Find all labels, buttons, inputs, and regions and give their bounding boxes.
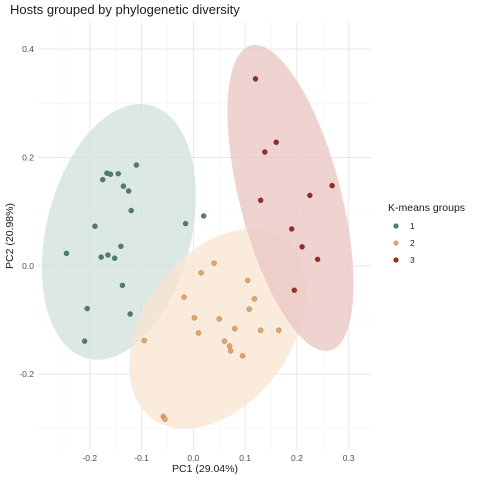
group-3-ellipse [227, 44, 354, 351]
group-2-point [244, 277, 251, 284]
group-2-point [227, 348, 234, 354]
group-2-point [191, 314, 198, 321]
legend-label-group-1: 1 [410, 221, 415, 231]
group-2-point [239, 352, 246, 359]
x-tick-label: -0.1 [134, 453, 149, 463]
confidence-ellipses [41, 44, 354, 429]
y-axis-ticks: -0.2 0.0 0.2 0.4 [19, 44, 34, 379]
group-1-point [81, 338, 88, 344]
group-3-point [261, 149, 268, 155]
group-3-point [329, 182, 335, 189]
group-2-point [211, 260, 217, 266]
legend-label-group-3: 3 [410, 255, 415, 265]
group-1-point [125, 188, 132, 194]
group-2-point [181, 294, 187, 301]
group-1-point [119, 282, 126, 289]
group-2-point [221, 338, 228, 344]
group-1-point [120, 183, 127, 190]
group-2-point [216, 316, 223, 322]
group-2-point [195, 330, 202, 336]
group-1-point [98, 254, 105, 260]
y-axis-label: PC2 (20.98%) [4, 203, 16, 269]
x-axis-ticks: -0.2 -0.1 0.0 0.1 0.2 0.3 [82, 453, 354, 463]
group-3-point [288, 226, 295, 232]
group-1-point [92, 223, 98, 230]
group-1-point [111, 255, 118, 262]
legend: K-means groups 1 2 3 [388, 202, 465, 265]
group-3-point [307, 192, 313, 199]
chart-title: Hosts grouped by phylogenetic diversity [10, 2, 240, 17]
legend-key-group-2 [393, 240, 399, 246]
group-3-point [291, 287, 298, 294]
y-tick-label: 0.0 [22, 261, 34, 271]
legend-key-group-3 [393, 257, 399, 263]
group-1-point [63, 250, 70, 257]
y-tick-label: 0.4 [22, 44, 34, 54]
group-3-point [273, 139, 280, 146]
group-3-point [299, 243, 305, 250]
x-tick-label: 0.0 [187, 453, 199, 463]
group-1-point [118, 243, 124, 250]
data-points [63, 76, 335, 422]
x-tick-label: 0.1 [239, 453, 251, 463]
x-tick-label: -0.2 [82, 453, 97, 463]
y-tick-label: -0.2 [19, 369, 34, 379]
group-1-point [133, 162, 140, 168]
group-1-point [128, 207, 135, 214]
legend-key-group-1 [393, 223, 399, 229]
group-1-point [99, 176, 106, 183]
group-1-point [200, 213, 207, 219]
group-1-point [84, 305, 91, 312]
group-2-point [226, 343, 233, 349]
group-3-point [252, 76, 259, 82]
group-2-ellipse [129, 229, 307, 429]
group-3-point [314, 256, 321, 263]
group-2-point [275, 327, 282, 334]
group-2-point [162, 416, 168, 422]
group-2-point [198, 269, 204, 276]
group-1-point [105, 252, 111, 258]
x-tick-label: 0.2 [291, 453, 303, 463]
y-tick-label: 0.2 [22, 152, 34, 162]
x-tick-label: 0.3 [343, 453, 355, 463]
legend-label-group-2: 2 [410, 238, 415, 248]
group-2-point [231, 325, 238, 332]
group-1-point [127, 311, 134, 317]
group-2-point [141, 337, 148, 344]
group-2-point [246, 306, 253, 312]
legend-title: K-means groups [388, 202, 465, 214]
group-1-point [115, 170, 122, 177]
group-2-point [251, 295, 258, 302]
x-axis-label: PC1 (29.04%) [172, 463, 238, 475]
group-1-point [182, 220, 189, 227]
group-2-point [257, 327, 264, 334]
group-3-point [257, 197, 264, 204]
group-1-point [107, 171, 114, 178]
